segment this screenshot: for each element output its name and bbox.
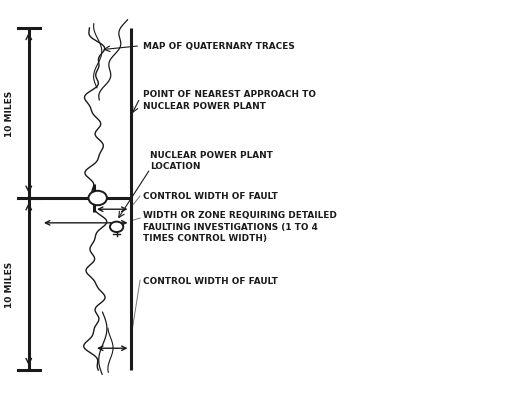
Text: 10 MILES: 10 MILES — [5, 261, 14, 308]
Text: POINT OF NEAREST APPROACH TO
NUCLEAR POWER PLANT: POINT OF NEAREST APPROACH TO NUCLEAR POW… — [143, 90, 315, 111]
Text: CONTROL WIDTH OF FAULT: CONTROL WIDTH OF FAULT — [143, 192, 278, 201]
Text: 10 MILES: 10 MILES — [5, 91, 14, 137]
Circle shape — [89, 191, 107, 206]
Circle shape — [110, 222, 123, 233]
Text: MAP OF QUATERNARY TRACES: MAP OF QUATERNARY TRACES — [143, 42, 294, 51]
Text: NUCLEAR POWER PLANT
LOCATION: NUCLEAR POWER PLANT LOCATION — [151, 150, 273, 171]
Text: WIDTH OR ZONE REQUIRING DETAILED
FAULTING INVESTIGATIONS (1 TO 4
TIMES CONTROL W: WIDTH OR ZONE REQUIRING DETAILED FAULTIN… — [143, 210, 336, 243]
Text: CONTROL WIDTH OF FAULT: CONTROL WIDTH OF FAULT — [143, 276, 278, 285]
